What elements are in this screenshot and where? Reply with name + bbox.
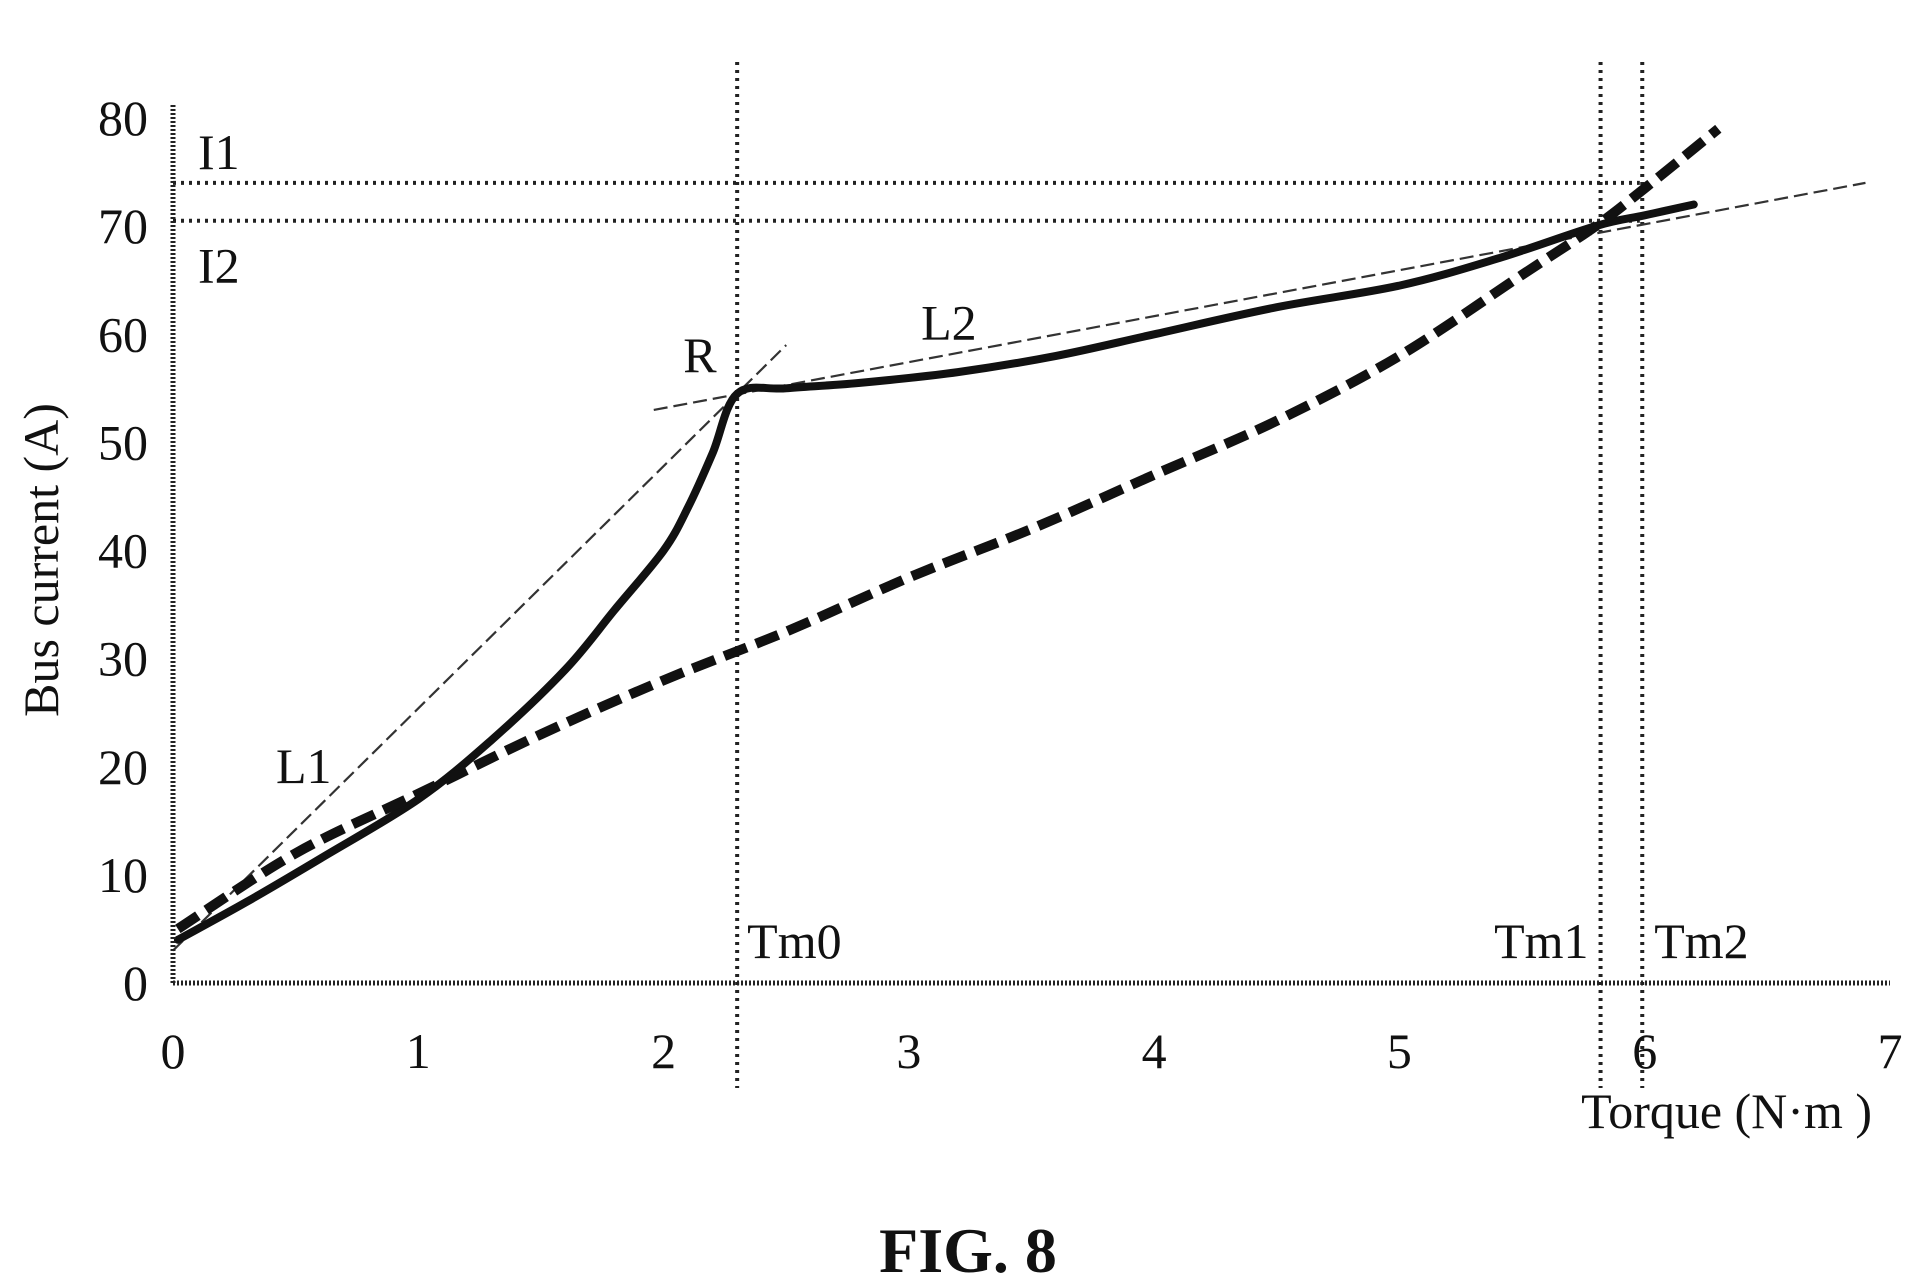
x-tick-label: 7	[1878, 1023, 1903, 1079]
annotation-l1: L1	[276, 738, 332, 794]
x-tick-label: 1	[406, 1023, 431, 1079]
y-tick-label: 10	[98, 847, 148, 903]
series-line-2-dashed	[175, 124, 1722, 934]
x-tick-label: 5	[1387, 1023, 1412, 1079]
annotation-tm0: Tm0	[747, 913, 841, 969]
tangent-line-l2	[653, 181, 1866, 412]
annotations: R L1 L2 I1 I2 Tm0 Tm1 Tm2	[198, 124, 1749, 969]
y-tick-label: 30	[98, 631, 148, 687]
y-tick-label: 60	[98, 306, 148, 362]
y-tick-label: 20	[98, 739, 148, 795]
y-tick-label: 50	[98, 414, 148, 470]
x-axis-title: Torque (N·m )	[1581, 1083, 1872, 1139]
x-tick-label: 6	[1632, 1023, 1657, 1079]
y-tick-label: 70	[98, 198, 148, 254]
tangent-line-l1	[172, 344, 787, 952]
y-tick-labels: 0 10 20 30 40 50 60 70 80	[98, 90, 148, 1011]
guide-lines	[173, 62, 1645, 1088]
annotation-r: R	[683, 327, 717, 383]
y-tick-label: 0	[123, 955, 148, 1011]
annotation-tm2: Tm2	[1654, 913, 1748, 969]
x-tick-labels: 0 1 2 3 4 5 6 7	[161, 1023, 1903, 1079]
annotation-l2: L2	[921, 295, 977, 351]
annotation-i2: I2	[198, 238, 240, 294]
annotation-tm1: Tm1	[1494, 913, 1588, 969]
x-tick-label: 2	[651, 1023, 676, 1079]
series-group	[173, 124, 1722, 944]
figure-caption: FIG. 8	[879, 1215, 1057, 1286]
x-tick-label: 4	[1142, 1023, 1167, 1079]
y-tick-label: 80	[98, 90, 148, 146]
x-tick-label: 0	[161, 1023, 186, 1079]
annotation-i1: I1	[198, 124, 240, 180]
tangent-lines	[172, 181, 1866, 952]
y-tick-label: 40	[98, 523, 148, 579]
y-axis-title: Bus current (A)	[13, 403, 69, 717]
x-tick-label: 3	[896, 1023, 921, 1079]
